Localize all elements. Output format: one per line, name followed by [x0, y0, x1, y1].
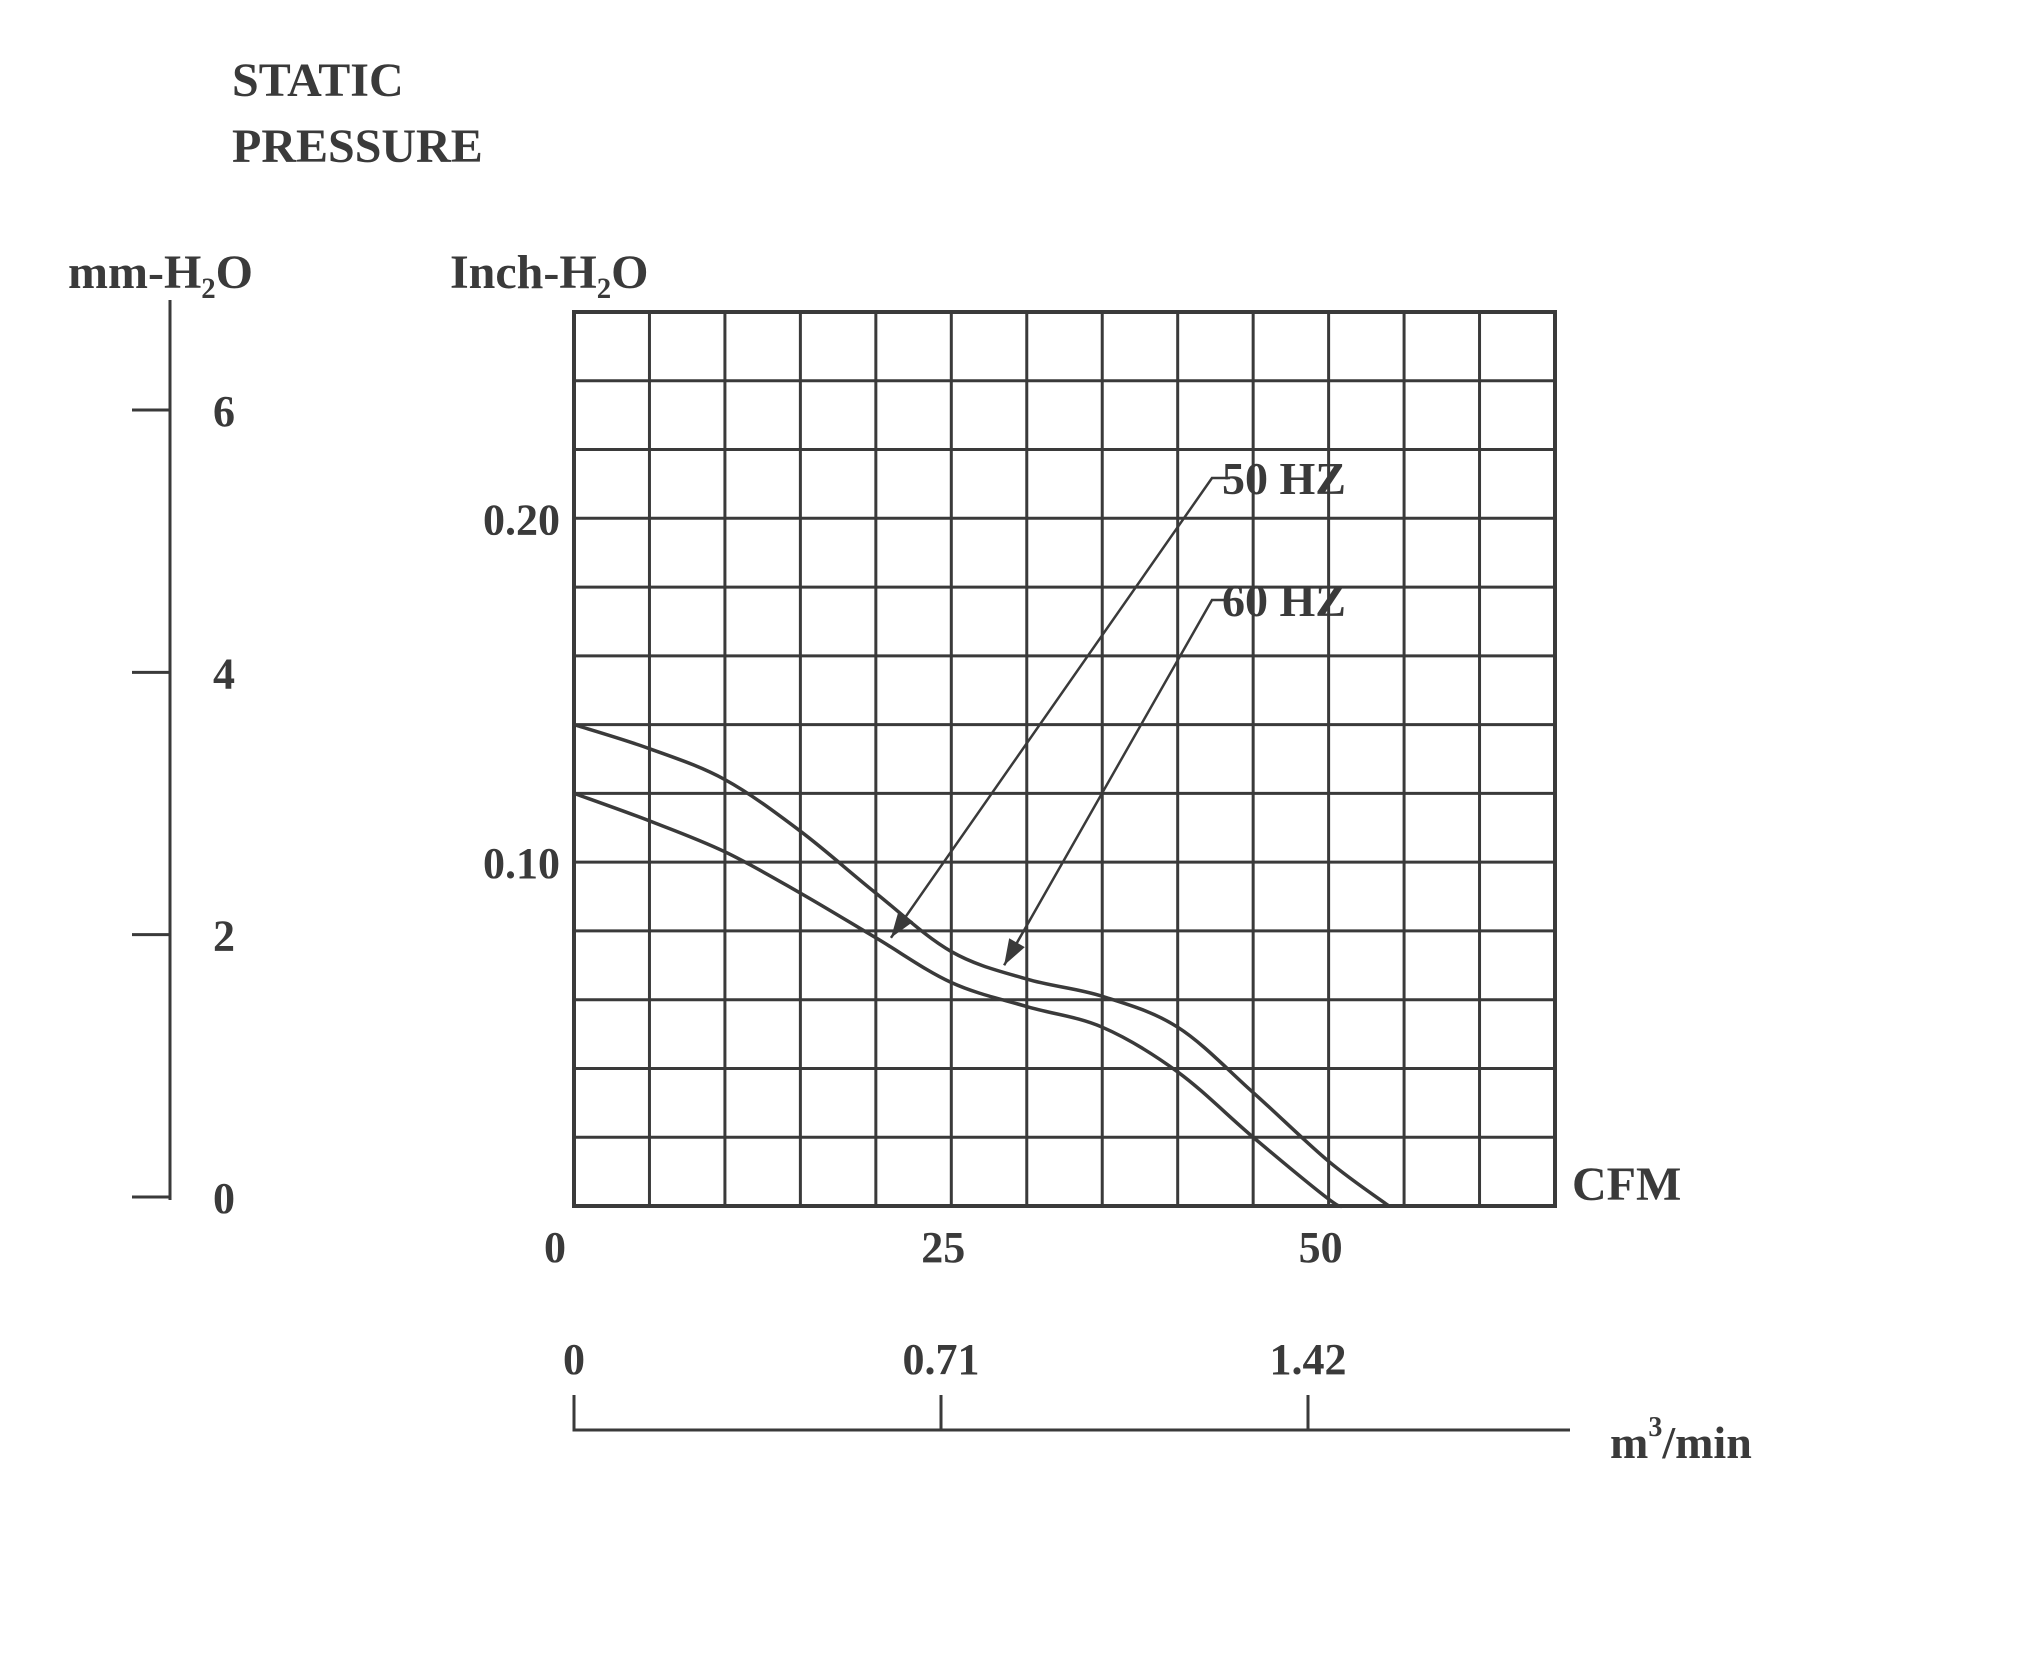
y-right-ticks: 0.20 0.10: [483, 495, 560, 888]
series-group: [573, 722, 1391, 1209]
arrowhead-60-hz: [1004, 938, 1025, 966]
leader-line-60-hz: [1003, 598, 1230, 966]
chart-title-line2: PRESSURE: [232, 120, 483, 173]
x-cfm-tick-label: 50: [1299, 1223, 1343, 1272]
y-right-axis-label: Inch-H₂O: [450, 246, 648, 299]
y-left-tick-label: 2: [213, 912, 235, 961]
series-annotations: 50 HZ 60 HZ: [889, 453, 1346, 966]
y-left-ticks: 6 4 2 0: [132, 387, 235, 1223]
y-left-tick-label: 4: [213, 649, 235, 698]
series-label-50-hz: 50 HZ: [1222, 453, 1346, 504]
x-cfm-ticks: 0 25 50: [544, 1223, 1343, 1272]
y-left-axis-label: mm-H₂O: [68, 246, 253, 299]
x2-m3-ticks: 0 0.71 1.42: [563, 1335, 1347, 1430]
x2-axis-label: m3/min: [1610, 1412, 1752, 1468]
x-cfm-tick-label: 25: [921, 1223, 965, 1272]
x2-axis-line: [572, 1395, 1570, 1432]
x2-tick-label: 0: [563, 1335, 585, 1384]
y-left-tick-label: 6: [213, 387, 235, 436]
series-line-50-hz: [573, 791, 1345, 1209]
y-right-tick-label: 0.20: [483, 495, 560, 544]
leader-line-50-hz: [889, 476, 1230, 939]
x-cfm-tick-label: 0: [544, 1223, 566, 1272]
y-right-tick-label: 0.10: [483, 839, 560, 888]
arrowhead-50-hz: [890, 911, 914, 938]
plot-frame: [572, 310, 1557, 1208]
x2-tick-label: 1.42: [1270, 1335, 1347, 1384]
y-left-tick-label: 0: [213, 1174, 235, 1223]
series-line-60-hz: [573, 722, 1391, 1208]
series-label-60-hz: 60 HZ: [1222, 575, 1346, 626]
plot-grid: [572, 310, 1557, 1208]
x-axis-label: CFM: [1572, 1158, 1681, 1211]
chart-title-line1: STATIC: [232, 54, 404, 107]
x2-tick-label: 0.71: [903, 1335, 980, 1384]
